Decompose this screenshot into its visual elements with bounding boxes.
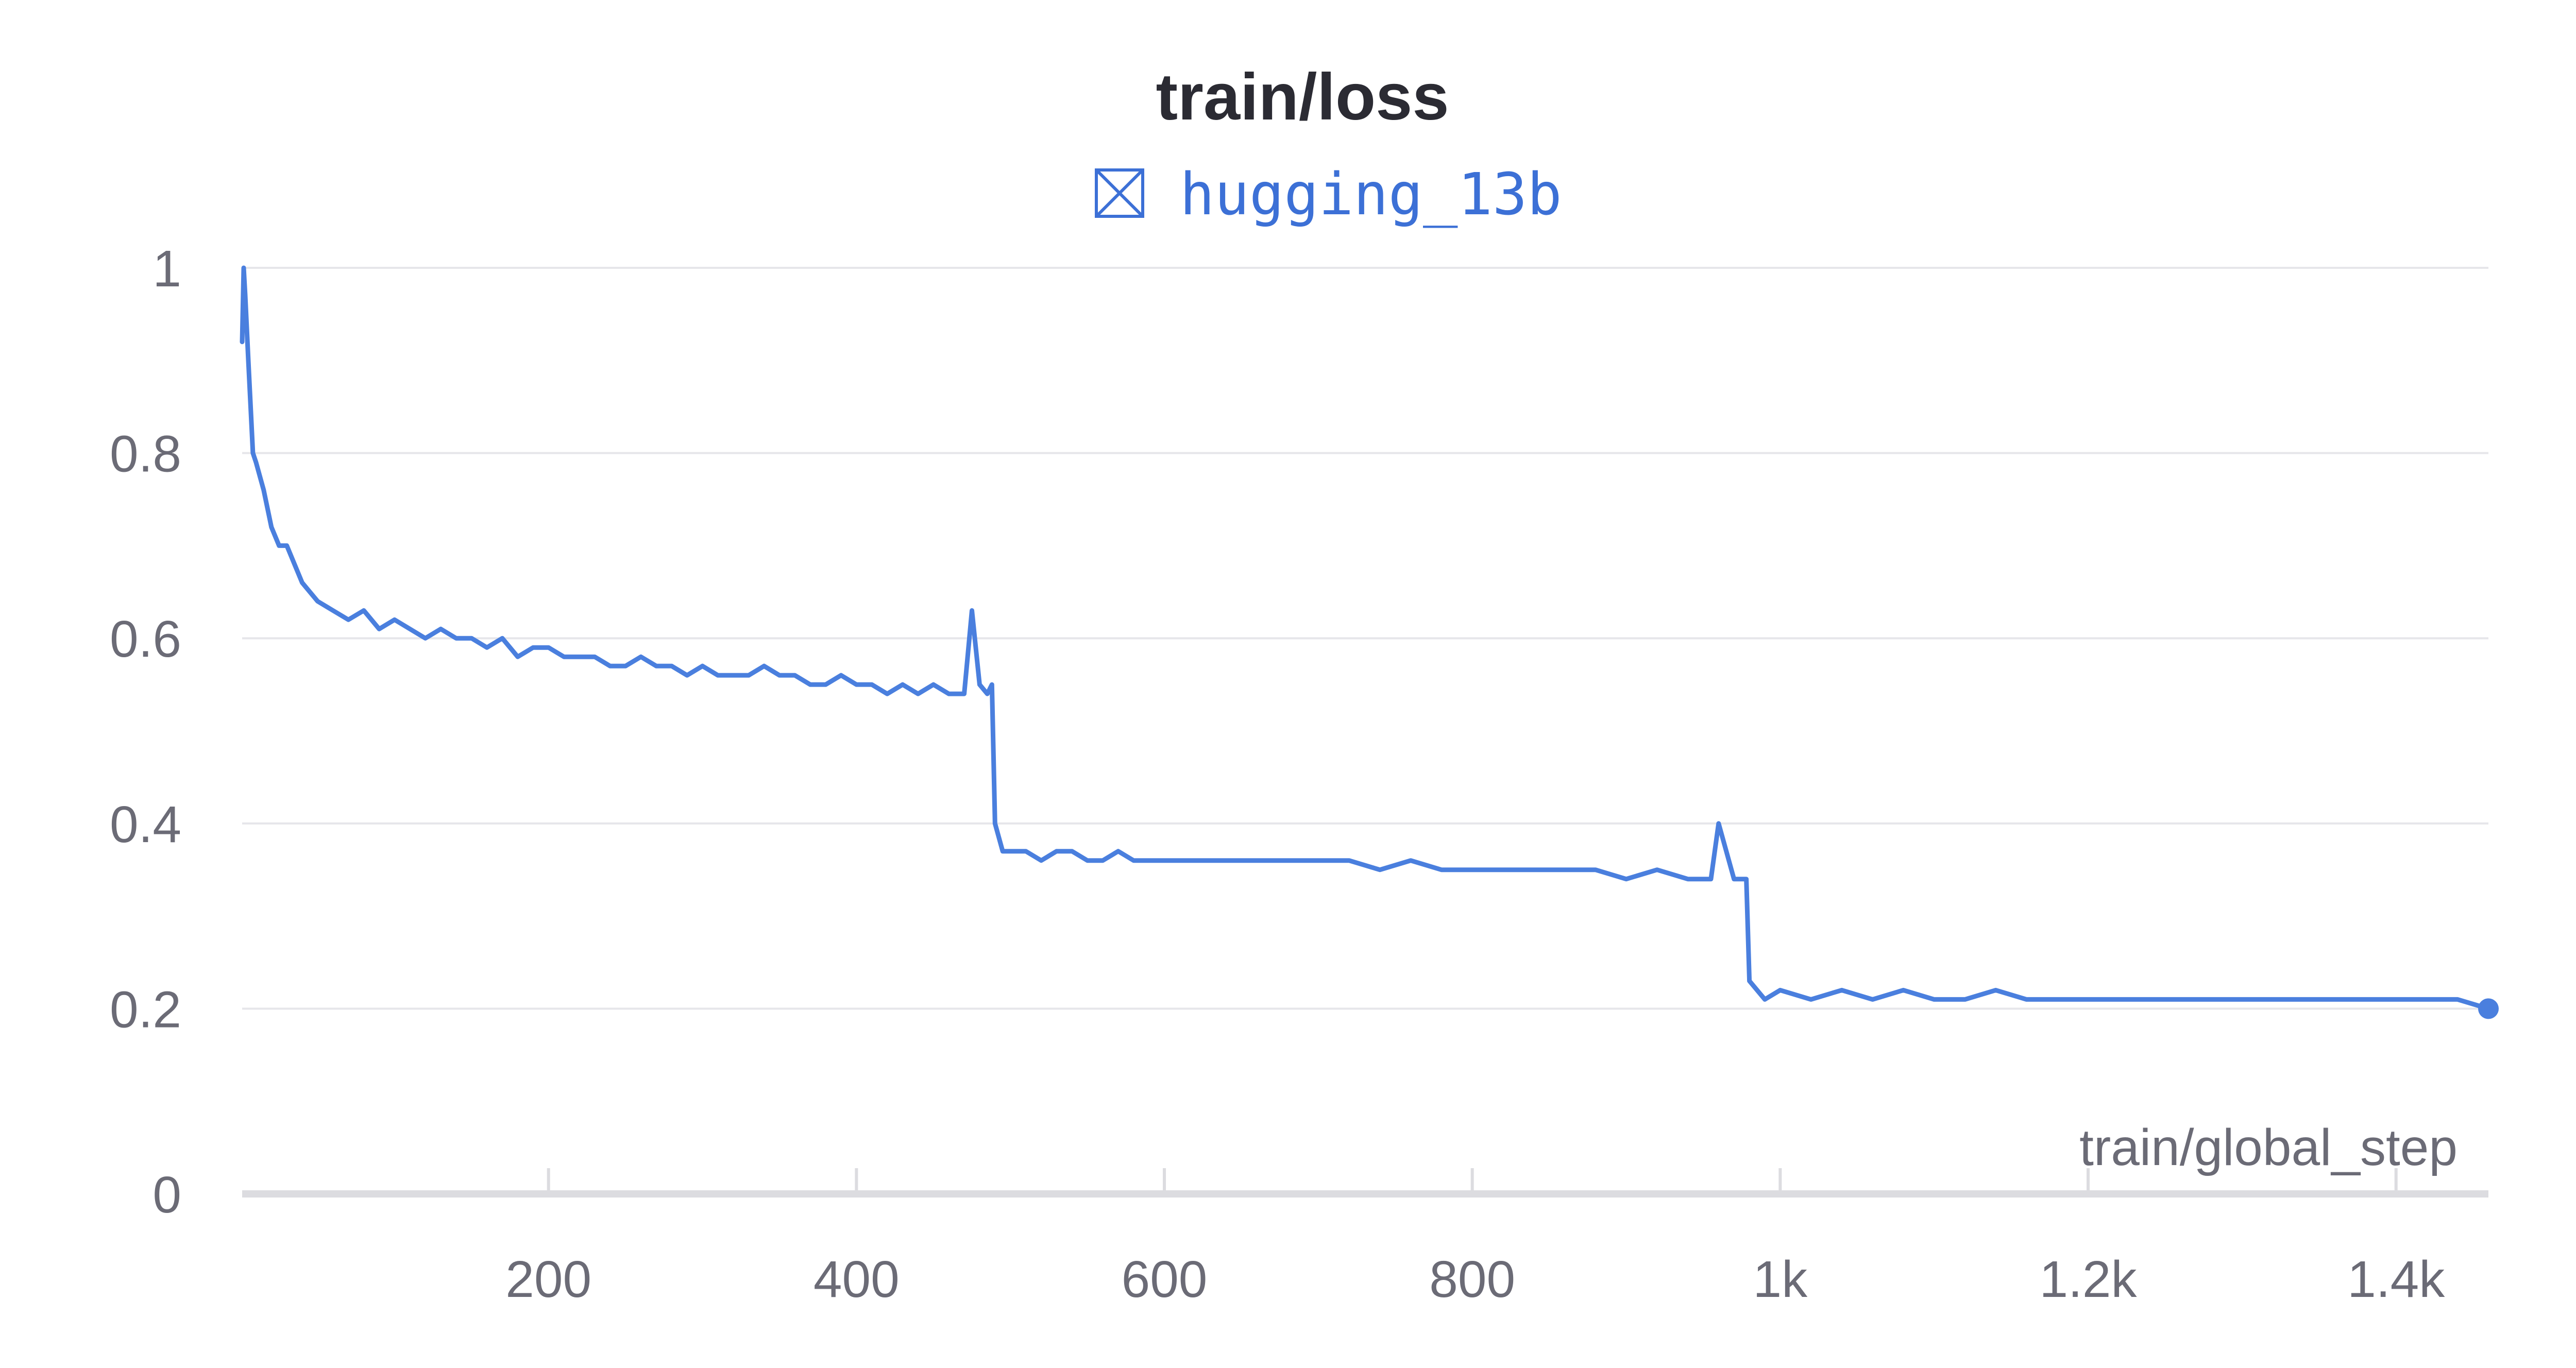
y-tick-label: 0 (152, 1166, 181, 1224)
x-tick-label: 400 (814, 1251, 900, 1308)
y-tick-label: 0.2 (110, 981, 181, 1038)
series-end-point[interactable] (2478, 998, 2499, 1019)
y-tick-label: 0.4 (110, 796, 181, 853)
chart-title: train/loss (1156, 60, 1449, 134)
y-tick-label: 1 (152, 240, 181, 298)
series-line-hugging_13b[interactable] (240, 265, 2491, 1011)
legend-box-icon[interactable] (1095, 168, 1144, 218)
y-tick-label: 0.8 (110, 425, 181, 483)
y-axis-ticks: 0 0.2 0.4 0.6 0.8 1 (110, 240, 181, 1224)
x-tick-label: 200 (505, 1251, 591, 1308)
x-tick-label: 600 (1122, 1251, 1208, 1308)
series-layer (240, 265, 2499, 1019)
grid-lines (242, 267, 2488, 1010)
x-tick-label: 1.2k (2040, 1251, 2138, 1308)
x-tick-label: 800 (1429, 1251, 1515, 1308)
legend[interactable]: hugging_13b (1095, 161, 1562, 228)
legend-series-label[interactable]: hugging_13b (1180, 161, 1562, 228)
y-tick-label: 0.6 (110, 610, 181, 668)
x-axis-ticks: 200 400 600 800 1k 1.2k 1.4k (505, 1168, 2445, 1308)
x-tick-label: 1.4k (2347, 1251, 2445, 1308)
x-tick-label: 1k (1753, 1251, 1808, 1308)
x-axis-label: train/global_step (2079, 1119, 2458, 1176)
